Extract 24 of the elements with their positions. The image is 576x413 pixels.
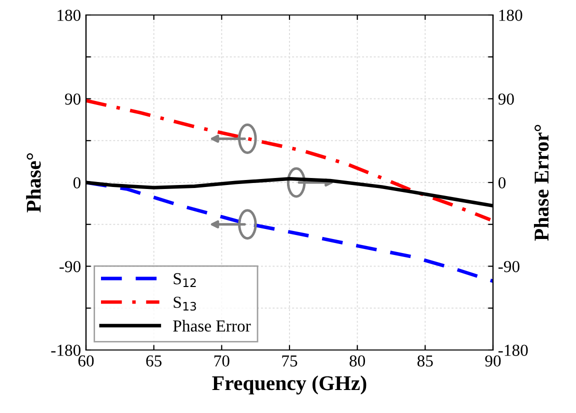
line-series	[86, 98, 492, 222]
y2-tick-label: -90	[498, 260, 520, 272]
legend-label: Phase Error	[173, 320, 251, 332]
x-axis-title: Frequency (GHz)	[212, 376, 366, 394]
y-tick-label: -90	[60, 260, 81, 272]
x-tick-label: 70	[214, 355, 230, 367]
y2-tick-label: 180	[499, 10, 522, 21]
y-tick-label: 90	[65, 93, 81, 105]
y-tick-label: -180	[51, 344, 81, 356]
y2-tick-label: -180	[498, 344, 528, 356]
y2-tick-label: 0	[498, 177, 506, 188]
legend-label: S$_{12}$	[174, 273, 196, 287]
x-tick-label: 75	[282, 356, 298, 367]
x-tick-label: 85	[417, 355, 433, 367]
y-tick-label: 0	[73, 177, 81, 188]
x-tick-label: 60	[78, 355, 94, 367]
x-tick-label: 65	[146, 355, 162, 367]
x-tick-label: 80	[350, 355, 366, 367]
y2-axis-title: Phase Error°	[534, 124, 549, 241]
y2-tick-label: 90	[498, 93, 514, 105]
y-tick-label: 180	[58, 10, 81, 21]
y-axis-title: Phase°	[26, 153, 41, 212]
x-tick-label: 90	[485, 355, 501, 367]
legend-label: S$_{13}$	[174, 296, 196, 311]
